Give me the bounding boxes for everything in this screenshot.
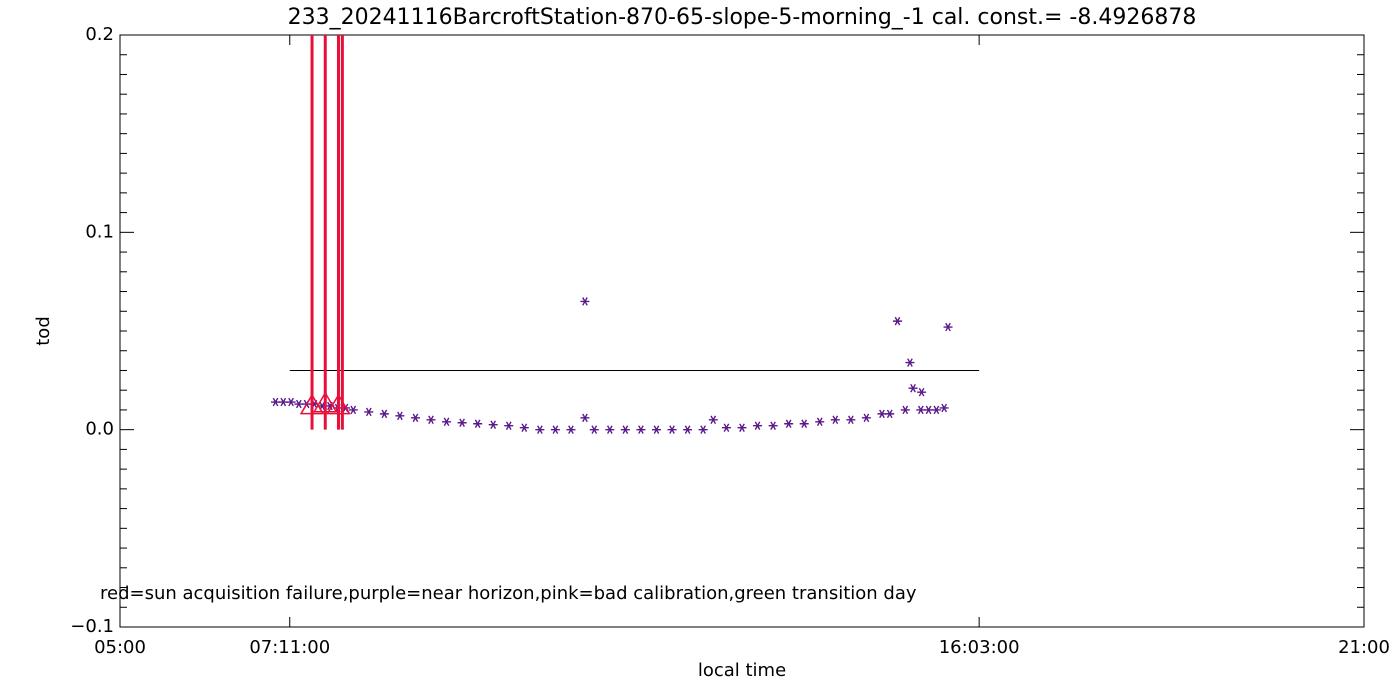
star-point [473, 419, 483, 428]
star-point [488, 420, 498, 429]
star-point [830, 415, 840, 425]
star-point [708, 415, 718, 425]
x-tick-label: 16:03:00 [939, 637, 1020, 658]
star-point [905, 358, 915, 367]
y-tick-label: 0.1 [85, 221, 114, 242]
star-point [815, 417, 825, 427]
star-point [846, 415, 856, 425]
star-point [698, 425, 708, 434]
star-point [442, 417, 452, 427]
star-point [931, 405, 941, 415]
star-point [737, 423, 747, 432]
star-point [395, 411, 405, 421]
y-tick-label: −0.1 [70, 616, 114, 637]
star-point [504, 421, 514, 430]
star-point [294, 399, 304, 409]
star-point [917, 387, 927, 397]
star-point [364, 407, 374, 417]
y-tick-label: 0.0 [85, 419, 114, 440]
star-point [893, 316, 902, 326]
star-point [885, 409, 895, 419]
star-point [286, 397, 296, 407]
y-tick-label: 0.2 [85, 24, 114, 45]
star-point [426, 415, 436, 425]
star-point [410, 413, 420, 423]
star-point [519, 423, 529, 432]
star-point [636, 425, 646, 434]
star-point [457, 418, 467, 428]
y-axis-label: tod [33, 316, 54, 346]
star-point [348, 405, 358, 415]
star-point [605, 425, 615, 434]
star-point [877, 409, 887, 419]
x-tick-label: 05:00 [94, 637, 146, 658]
star-point [620, 425, 630, 434]
star-point [379, 409, 389, 419]
x-tick-label: 07:11:00 [249, 637, 330, 658]
star-point [799, 419, 809, 428]
star-point [535, 425, 545, 434]
star-point [943, 322, 953, 332]
star-point [566, 425, 576, 434]
star-point [768, 421, 778, 430]
x-axis-label: local time [698, 660, 786, 681]
star-point [271, 397, 280, 407]
star-point [900, 405, 910, 415]
star-point [550, 425, 560, 434]
star-point [278, 397, 288, 407]
star-point [753, 421, 763, 430]
star-point [784, 419, 794, 428]
star-point [861, 413, 871, 423]
chart-title: 233_20241116BarcroftStation-870-65-slope… [288, 5, 1197, 30]
star-point [939, 403, 949, 413]
annotation: red=sun acquisition failure,purple=near … [100, 583, 917, 604]
star-point [683, 425, 693, 434]
star-point [580, 297, 590, 306]
x-tick-label: 21:00 [1338, 637, 1390, 658]
star-point [667, 425, 677, 434]
star-point [721, 423, 731, 432]
star-point [589, 425, 599, 434]
star-point [916, 405, 926, 415]
star-point [908, 383, 918, 393]
star-point [651, 425, 661, 434]
star-point [924, 405, 934, 415]
star-point [580, 413, 590, 423]
